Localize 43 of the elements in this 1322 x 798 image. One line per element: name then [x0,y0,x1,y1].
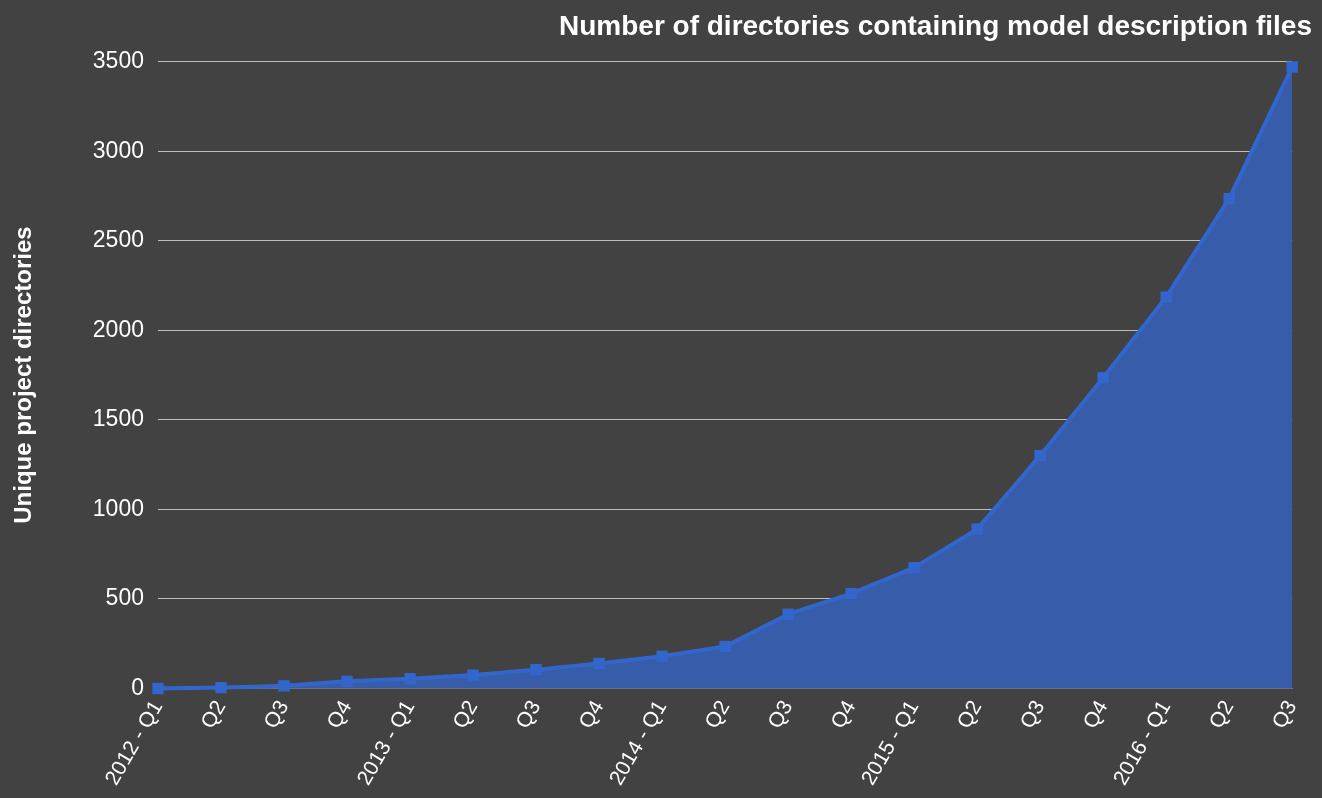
point [908,561,920,574]
point [1097,372,1109,384]
x-tick-label: Q4 [321,695,356,732]
y-tick-label: 2000 [92,315,144,342]
point [1034,450,1046,462]
y-tick-label: 1000 [92,494,144,521]
y-tick-label: 500 [105,584,144,611]
x-tick-label: Q4 [825,695,860,732]
y-tick-label: 1500 [92,405,144,432]
x-tick-label: Q4 [1077,695,1112,732]
point [719,640,731,653]
chart-title: Number of directories containing model description files [558,9,1312,41]
point [1160,291,1172,303]
point [593,657,605,670]
x-tick-label: Q2 [951,696,986,732]
x-tick-label: Q4 [573,695,608,732]
x-tick-label: Q3 [510,696,545,732]
point [341,675,353,688]
point [404,673,416,685]
point [971,523,983,535]
y-tick-label: 2500 [92,226,144,253]
y-tick-label: 3500 [92,46,144,73]
point [530,664,542,676]
y-tick-label: 3000 [92,136,144,163]
x-tick-label: Q3 [762,696,797,732]
point [278,680,290,692]
point [782,608,794,620]
point [467,669,479,681]
x-tick-label: Q3 [258,696,293,732]
point [152,682,164,695]
x-tick-label: Q2 [1203,696,1238,732]
point [1223,192,1235,205]
point [1286,61,1298,73]
point [215,681,227,694]
point [656,650,668,662]
point [845,587,857,600]
x-tick-label: Q2 [195,696,230,732]
y-axis-title: Unique project directories [9,226,37,524]
x-tick-label: Q3 [1014,696,1049,732]
x-tick-label: Q2 [447,696,482,732]
x-tick-label: Q3 [1266,696,1301,732]
y-tick-label: 0 [131,673,144,700]
x-tick-label: Q2 [699,696,734,732]
